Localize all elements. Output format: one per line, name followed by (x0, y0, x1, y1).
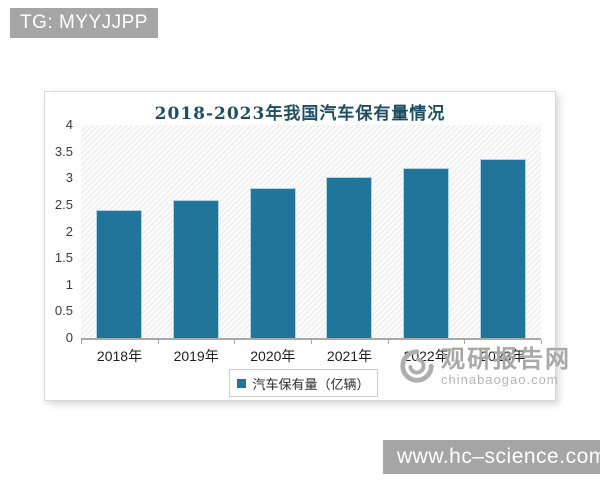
y-tick-label: 4 (65, 117, 73, 132)
y-tick-label: 0.5 (54, 303, 73, 319)
bar-2018年 (96, 210, 143, 338)
chart-title: 2018-2023年我国汽车保有量情况 (154, 104, 446, 124)
bar-2020年 (249, 188, 296, 338)
bar-2023年 (479, 159, 526, 338)
legend-swatch (237, 378, 247, 388)
y-tick-label: 2 (65, 223, 73, 239)
bar-2021年 (326, 177, 373, 338)
x-tick-label: 2023年 (480, 348, 526, 364)
bar-2019年 (173, 200, 219, 338)
bar-2022年 (403, 168, 449, 338)
y-tick-label: 1.5 (54, 250, 73, 266)
website-watermark-badge: www.hc–science.com (383, 440, 600, 474)
chart-card: 2018-2023年我国汽车保有量情况 0 0.5 1 1.5 2 2.5 3 3.5 4 20… (44, 91, 556, 401)
x-tickmark (158, 340, 159, 344)
y-tick-label: 0 (65, 330, 73, 345)
legend-label: 汽车保有量（亿辆） (252, 376, 370, 392)
x-tick-label: 2019年 (173, 348, 219, 364)
x-tick-label: 2021年 (326, 348, 373, 364)
watermark-site-name: 观研报告网 (441, 346, 571, 373)
x-tickmark (464, 340, 465, 344)
y-tick-label: 3 (65, 170, 73, 186)
chinabaogao-logo-icon (400, 349, 434, 383)
x-tickmark (234, 340, 235, 344)
y-tick-label: 1 (65, 276, 73, 292)
chinabaogao-watermark: 观研报告网 chinabaogao.com (398, 347, 571, 387)
plot-area (81, 125, 542, 344)
x-tick-label: 2020年 (250, 348, 296, 364)
x-tick-label: 2018年 (96, 348, 143, 364)
x-tickmark (388, 340, 389, 344)
telegram-watermark-badge: TG: MYYJJPP (10, 8, 158, 38)
x-tickmark (541, 340, 542, 344)
x-tickmark (81, 340, 82, 344)
y-tick-label: 2.5 (54, 196, 73, 212)
y-tick-label: 3.5 (54, 143, 73, 159)
watermark-site-domain: chinabaogao.com (441, 372, 559, 387)
x-tickmark (311, 340, 312, 344)
legend: 汽车保有量（亿辆） (229, 369, 378, 397)
